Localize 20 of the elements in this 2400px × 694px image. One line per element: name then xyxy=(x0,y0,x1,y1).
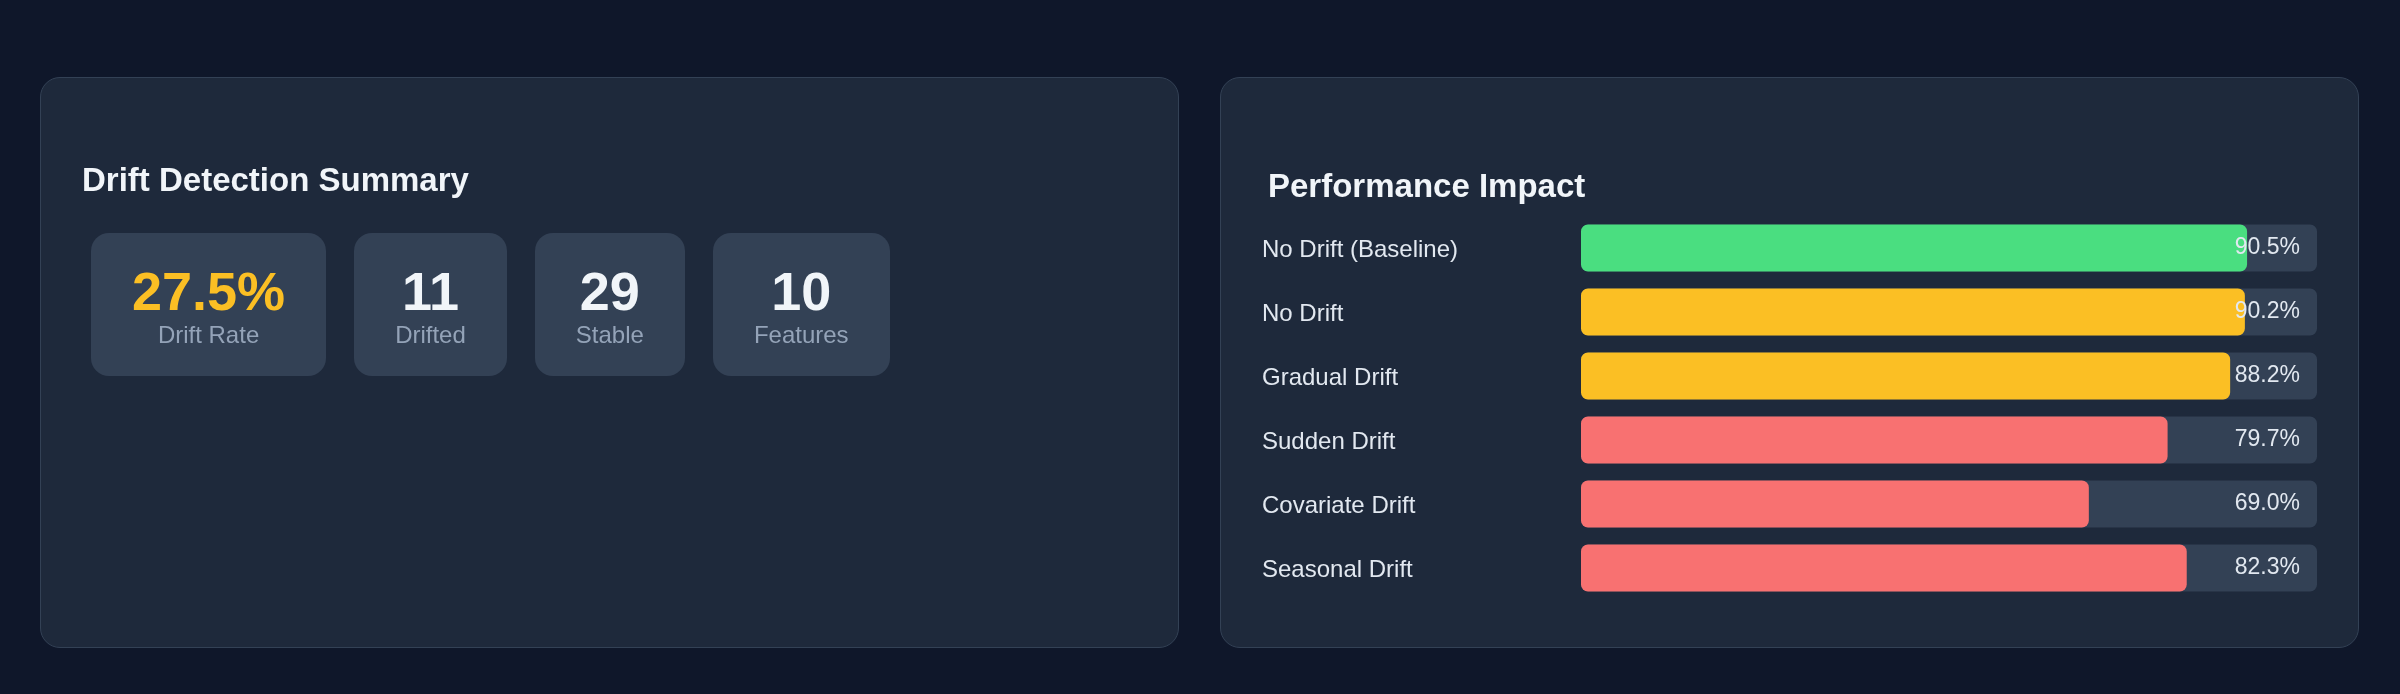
text: Drifted xyxy=(395,321,466,349)
text: Drift Rate xyxy=(157,321,260,349)
text: Stable xyxy=(575,321,644,349)
data-label: 88.2% xyxy=(2234,361,2300,387)
text: 29 xyxy=(579,261,640,321)
text: 11 xyxy=(401,261,460,321)
data-label: 69.0% xyxy=(2234,489,2300,515)
y-tick-label: Sudden Drift xyxy=(1262,426,1396,454)
data-label: 82.3% xyxy=(2234,553,2300,579)
text: 10 xyxy=(771,261,832,321)
text: Features xyxy=(753,321,849,349)
chart-title: Performance Impact xyxy=(1268,167,1586,204)
y-tick-label: Gradual Drift xyxy=(1262,362,1399,390)
y-tick-label: Covariate Drift xyxy=(1262,490,1416,518)
text: Drift Detection Summary xyxy=(82,161,469,198)
y-tick-label: No Drift xyxy=(1262,298,1344,326)
data-label: 79.7% xyxy=(2234,425,2300,451)
y-tick-label: No Drift (Baseline) xyxy=(1262,234,1459,262)
text: 27.5% xyxy=(132,261,286,321)
y-tick-label: Seasonal Drift xyxy=(1262,554,1414,582)
